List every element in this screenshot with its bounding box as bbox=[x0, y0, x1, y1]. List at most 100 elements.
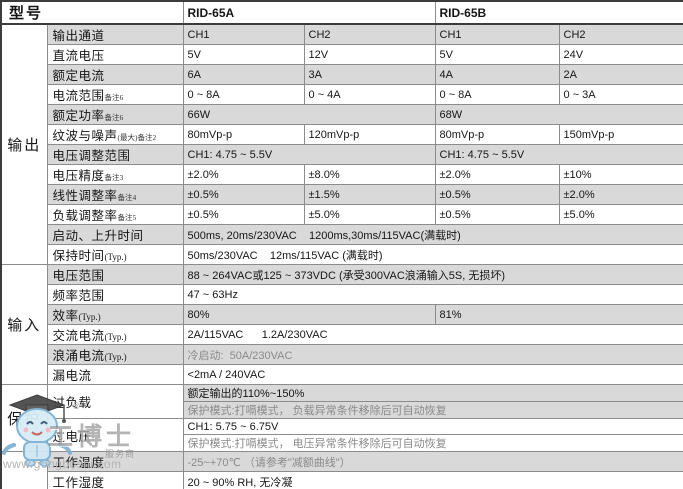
spec-row: 负载调整率备注5 ±0.5% ±5.0% ±0.5% ±5.0% bbox=[1, 204, 683, 225]
spec-value: ±5.0% bbox=[303, 204, 436, 225]
spec-value: 20 ~ 90% RH, 无冷凝 bbox=[182, 471, 683, 489]
row-label-text: 负载调整率 bbox=[52, 209, 118, 223]
spec-value: 12V bbox=[303, 44, 436, 65]
spec-value: 2A/115VAC 1.2A/230VAC bbox=[182, 324, 683, 345]
spec-row: 额定功率备注6 66W 68W bbox=[1, 104, 683, 125]
spec-value: ±2.0% bbox=[558, 184, 683, 205]
spec-value: 4A bbox=[434, 64, 560, 85]
spec-value: 24V bbox=[558, 44, 683, 65]
spec-value: 0 ~ 3A bbox=[558, 84, 683, 105]
model-name-65a: RID-65A bbox=[182, 0, 436, 25]
spec-row: 电压精度备注3 ±2.0% ±8.0% ±2.0% ±10% bbox=[1, 164, 683, 185]
section-label: 保护 bbox=[0, 384, 48, 452]
row-label-text: 电压调整范围 bbox=[52, 149, 131, 163]
row-label-text: 电压精度 bbox=[52, 169, 105, 183]
row-label: 直流电压 bbox=[46, 44, 184, 65]
spec-row: 环境工作温度 -25~+70℃ （请参考"减额曲线"） bbox=[0, 451, 683, 489]
row-label-suffix: (Typ.) bbox=[78, 312, 101, 322]
section-label: 输出 bbox=[0, 23, 48, 265]
spec-value: -25~+70℃ （请参考"减额曲线"） bbox=[182, 451, 683, 472]
spec-row: 保护 过负载 额定输出的110%~150% bbox=[0, 384, 683, 452]
spec-value: 保护模式:打嗝模式， 负载异常条件移除后可自动恢复 bbox=[182, 401, 683, 419]
spec-value: ±0.5% bbox=[182, 184, 305, 205]
spec-value: CH1: 4.75 ~ 5.5V bbox=[434, 144, 683, 165]
row-label: 过负载 bbox=[46, 384, 184, 419]
spec-value: 50ms/230VAC 12ms/115VAC (满载时) bbox=[182, 244, 683, 265]
row-label: 保持时间(Typ.) bbox=[46, 244, 184, 265]
row-label-text: 过负载 bbox=[52, 396, 92, 410]
row-label-text: 保持时间 bbox=[52, 249, 105, 263]
spec-value: 5V bbox=[182, 44, 305, 65]
row-label-text: 额定功率 bbox=[52, 109, 105, 123]
spec-value: 保护模式:打嗝模式， 电压异常条件移除后可自动恢复 bbox=[182, 434, 683, 452]
spec-value: 6A bbox=[182, 64, 305, 85]
row-label-text: 漏电流 bbox=[52, 369, 92, 383]
spec-value: CH2 bbox=[303, 23, 436, 45]
spec-value: ±2.0% bbox=[182, 164, 305, 185]
row-label: 频率范围 bbox=[46, 284, 184, 305]
row-label-note: 备注5 bbox=[117, 213, 137, 222]
spec-value: 80% bbox=[182, 304, 436, 325]
row-label-text: 频率范围 bbox=[52, 289, 105, 303]
row-label-suffix: (Typ.) bbox=[104, 252, 127, 262]
spec-value: 0 ~ 8A bbox=[434, 84, 560, 105]
spec-value: 冷启动: 50A/230VAC bbox=[182, 344, 683, 365]
row-label: 过电压 bbox=[46, 418, 184, 452]
row-label-suffix: (Typ.) bbox=[104, 332, 127, 342]
spec-value: 88 ~ 264VAC或125 ~ 373VDC (承受300VAC浪涌输入5S… bbox=[182, 264, 683, 285]
spec-row: 额定电流 6A 3A 4A 2A bbox=[1, 64, 683, 85]
spec-value: 68W bbox=[434, 104, 683, 125]
spec-value: 80mVp-p bbox=[434, 124, 560, 145]
spec-row: 浪涌电流(Typ.) 冷启动: 50A/230VAC bbox=[1, 344, 683, 365]
spec-value: 额定输出的110%~150% bbox=[182, 384, 683, 402]
row-label-suffix: (Typ.) bbox=[104, 352, 127, 362]
model-name-65b: RID-65B bbox=[434, 0, 683, 25]
row-label: 工作温度 bbox=[46, 451, 184, 472]
row-label-note: 备注6 bbox=[104, 113, 124, 122]
spec-row: 电流范围备注6 0 ~ 8A 0 ~ 4A 0 ~ 8A 0 ~ 3A bbox=[1, 84, 683, 105]
spec-row: 纹波与噪声(最大)备注2 80mVp-p 120mVp-p 80mVp-p 150mVp… bbox=[1, 124, 683, 145]
spec-value: 120mVp-p bbox=[303, 124, 436, 145]
spec-row: 输出 输出通道 CH1 CH2 CH1 CH2 bbox=[0, 23, 683, 265]
row-label: 电压精度备注3 bbox=[46, 164, 184, 185]
row-label-text: 直流电压 bbox=[52, 49, 105, 63]
spec-value: 66W bbox=[182, 104, 436, 125]
row-label-text: 工作温度 bbox=[52, 456, 105, 470]
row-label: 电压调整范围 bbox=[46, 144, 184, 165]
spec-value: 47 ~ 63Hz bbox=[182, 284, 683, 305]
spec-row: 过电压 CH1: 5.75 ~ 6.75V bbox=[1, 418, 683, 452]
row-label-text: 工作湿度 bbox=[52, 476, 105, 489]
spec-row: 启动、上升时间 500ms, 20ms/230VAC 1200ms,30ms/11… bbox=[1, 224, 683, 245]
spec-value: CH1 bbox=[182, 23, 305, 45]
row-label-text: 电压范围 bbox=[52, 269, 105, 283]
row-label-note: 备注4 bbox=[117, 193, 137, 202]
spec-row: 输入 电压范围 88 ~ 264VAC或125 ~ 373VDC (承受300VAC… bbox=[0, 264, 683, 385]
spec-value: 150mVp-p bbox=[558, 124, 683, 145]
spec-row: 交流电流(Typ.) 2A/115VAC 1.2A/230VAC bbox=[1, 324, 683, 345]
row-label: 启动、上升时间 bbox=[46, 224, 184, 245]
spec-value: ±8.0% bbox=[303, 164, 436, 185]
model-column-header: 型号 bbox=[0, 0, 184, 25]
row-label-note: (最大)备注2 bbox=[117, 133, 157, 142]
spec-value: 0 ~ 4A bbox=[303, 84, 436, 105]
spec-row: 电压调整范围 CH1: 4.75 ~ 5.5V CH1: 4.75 ~ 5.5V bbox=[1, 144, 683, 165]
row-label-text: 电流范围 bbox=[52, 89, 105, 103]
row-label: 漏电流 bbox=[46, 364, 184, 385]
spec-value: 80mVp-p bbox=[182, 124, 305, 145]
spec-row: 漏电流 <2mA / 240VAC bbox=[1, 364, 683, 385]
spec-value: 81% bbox=[434, 304, 683, 325]
spec-value: CH2 bbox=[558, 23, 683, 45]
spec-value: 500ms, 20ms/230VAC 1200ms,30ms/115VAC(满载… bbox=[182, 224, 683, 245]
row-label-note: 备注3 bbox=[104, 173, 124, 182]
row-label: 线性调整率备注4 bbox=[46, 184, 184, 205]
section-label: 环境 bbox=[0, 451, 48, 489]
row-label-text: 额定电流 bbox=[52, 69, 105, 83]
spec-value: CH1 bbox=[434, 23, 560, 45]
row-label: 交流电流(Typ.) bbox=[46, 324, 184, 345]
row-label-text: 输出通道 bbox=[52, 29, 105, 43]
row-label: 输出通道 bbox=[46, 23, 184, 45]
row-label-note: 备注6 bbox=[104, 93, 124, 102]
row-label-text: 纹波与噪声 bbox=[52, 129, 118, 143]
